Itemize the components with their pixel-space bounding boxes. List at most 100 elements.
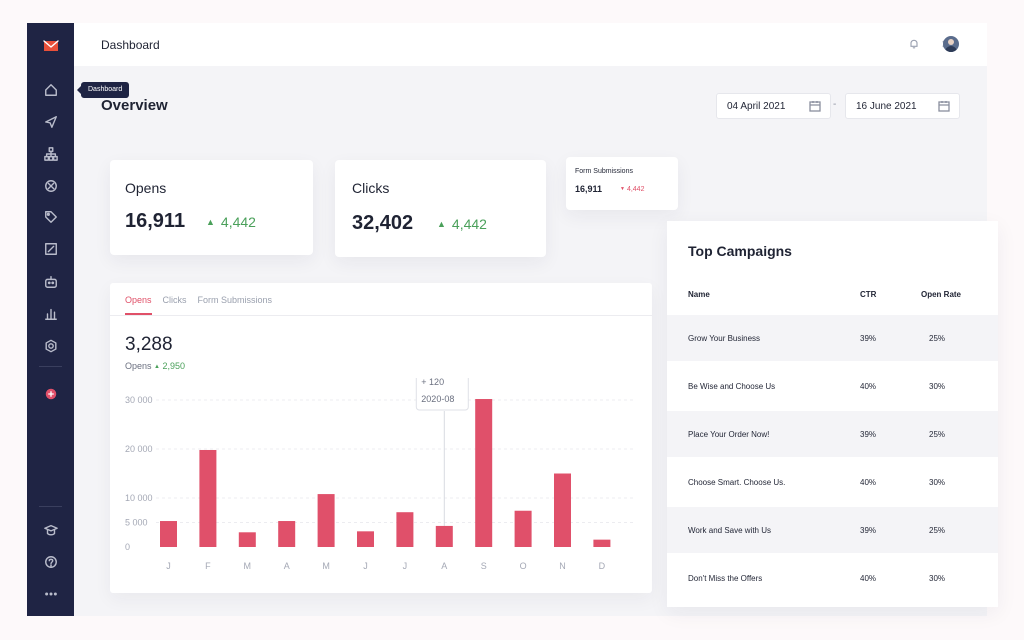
chart-bar[interactable] — [396, 512, 414, 547]
chart-panel: Opens Clicks Form Submissions 3,288 Open… — [110, 283, 652, 593]
form-submissions-label: Form Submissions — [575, 168, 633, 175]
trend-up-icon: ▲ — [437, 219, 446, 229]
settings-icon[interactable] — [40, 335, 61, 356]
column-header-name: Name — [688, 290, 710, 299]
mail-icon[interactable] — [40, 35, 61, 56]
chart-total-value: 3,288 — [125, 334, 173, 355]
x-tick-label: A — [284, 561, 290, 571]
campaign-name: Work and Save with Us — [688, 526, 771, 535]
x-tick-label: F — [205, 561, 211, 571]
x-tick-label: M — [244, 561, 252, 571]
chart-bar[interactable] — [435, 525, 453, 547]
campaign-ctr: 39% — [860, 526, 877, 535]
campaign-name: Be Wise and Choose Us — [688, 382, 776, 391]
table-row[interactable]: Be Wise and Choose Us 40% 30% — [667, 363, 998, 409]
top-bar: Dashboard — [74, 23, 987, 66]
graduation-icon[interactable] — [40, 519, 61, 540]
table-row[interactable]: Don't Miss the Offers 40% 30% — [667, 555, 998, 601]
date-from-picker[interactable]: 04 April 2021 — [716, 93, 831, 119]
x-tick-label: J — [403, 561, 408, 571]
opens-card[interactable]: Opens 16,911 ▲ 4,442 — [110, 160, 313, 255]
campaign-open-rate: 25% — [929, 526, 946, 535]
campaign-name: Choose Smart. Choose Us. — [688, 478, 786, 487]
bar-chart: 30 000 20 000 10 000 5 000 0 + 120 2020-08 J F M A… — [125, 378, 635, 571]
campaign-name: Don't Miss the Offers — [688, 574, 763, 583]
campaign-ctr: 40% — [860, 382, 877, 391]
calendar-icon — [938, 100, 950, 112]
clicks-card[interactable]: Clicks 32,402 ▲ 4,442 — [335, 160, 546, 257]
chart-bar[interactable] — [238, 532, 256, 547]
chart-bar[interactable] — [199, 449, 217, 547]
clicks-value: 32,402 — [352, 212, 414, 234]
more-icon[interactable] — [40, 583, 61, 604]
chart-bar[interactable] — [357, 531, 374, 547]
add-icon[interactable] — [40, 383, 61, 404]
chart-bar[interactable] — [554, 473, 571, 548]
date-from-value: 04 April 2021 — [727, 100, 786, 112]
tab-form-submissions[interactable]: Form Submissions — [197, 295, 273, 305]
target-icon[interactable] — [40, 175, 61, 196]
clicks-delta: ▲ 4,442 — [437, 216, 487, 232]
table-row[interactable]: Place Your Order Now! 39% 25% — [667, 411, 998, 457]
overview-title: Overview — [101, 97, 168, 114]
tag-icon[interactable] — [40, 206, 61, 227]
home-icon[interactable] — [40, 79, 61, 100]
y-tick-label: 20 000 — [125, 444, 153, 454]
robot-icon[interactable] — [40, 271, 61, 292]
x-tick-label: S — [481, 561, 487, 571]
column-header-ctr: CTR — [860, 290, 877, 299]
form-submissions-card[interactable]: Form Submissions 16,911 ▼ 4,442 — [566, 157, 678, 210]
x-tick-label: N — [559, 561, 566, 571]
chart-bar[interactable] — [317, 494, 335, 547]
y-tick-label: 30 000 — [125, 395, 153, 405]
edit-icon[interactable] — [40, 238, 61, 259]
app-window: Dashboard Dashboard Overview 04 April 20… — [27, 23, 998, 616]
x-tick-label: J — [363, 561, 368, 571]
chart-bar[interactable] — [593, 539, 611, 547]
tooltip-period: 2020-08 — [421, 394, 454, 404]
chart-bar[interactable] — [160, 521, 177, 547]
campaign-ctr: 39% — [860, 430, 877, 439]
sidebar-tooltip: Dashboard — [76, 82, 130, 98]
x-tick-label: A — [441, 561, 447, 571]
opens-delta: ▲ 4,442 — [206, 214, 256, 230]
page-title: Dashboard — [101, 38, 160, 52]
x-tick-label: D — [599, 561, 606, 571]
table-row[interactable]: Grow Your Business 39% 25% — [667, 315, 998, 361]
form-submissions-value: 16,911 — [575, 184, 603, 194]
chart-tabs: Opens Clicks Form Submissions — [125, 295, 283, 315]
send-icon[interactable] — [40, 111, 61, 132]
top-campaigns-panel: Top Campaigns Name CTR Open Rate Grow Yo… — [667, 221, 998, 607]
sitemap-icon[interactable] — [40, 143, 61, 164]
chart-bar[interactable] — [278, 521, 296, 547]
table-row[interactable]: Choose Smart. Choose Us. 40% 30% — [667, 459, 998, 505]
sidebar-divider — [39, 366, 62, 367]
calendar-icon — [809, 100, 821, 112]
campaign-open-rate: 25% — [929, 334, 946, 343]
table-row[interactable]: Work and Save with Us 39% 25% — [667, 507, 998, 553]
avatar[interactable] — [943, 36, 959, 52]
campaign-open-rate: 30% — [929, 574, 946, 583]
x-tick-label: M — [322, 561, 330, 571]
chart-bar[interactable] — [475, 399, 493, 547]
campaign-open-rate: 30% — [929, 478, 946, 487]
tooltip-delta: + 120 — [421, 378, 444, 387]
bell-icon[interactable] — [907, 37, 921, 51]
campaign-ctr: 40% — [860, 574, 877, 583]
campaign-name: Place Your Order Now! — [688, 430, 770, 439]
sidebar — [27, 23, 74, 616]
y-tick-label: 10 000 — [125, 493, 153, 503]
opens-label: Opens — [125, 180, 167, 196]
date-to-picker[interactable]: 16 June 2021 — [845, 93, 960, 119]
bar-chart-icon[interactable] — [40, 303, 61, 324]
campaign-open-rate: 25% — [929, 430, 946, 439]
help-icon[interactable] — [40, 551, 61, 572]
campaign-ctr: 40% — [860, 478, 877, 487]
x-tick-label: J — [166, 561, 171, 571]
tab-clicks[interactable]: Clicks — [162, 295, 187, 305]
trend-up-icon: ▲ — [206, 217, 215, 227]
date-separator: - — [833, 99, 837, 110]
chart-bar[interactable] — [514, 510, 532, 547]
form-submissions-delta: ▼ 4,442 — [620, 186, 645, 193]
tab-opens[interactable]: Opens — [125, 295, 152, 315]
